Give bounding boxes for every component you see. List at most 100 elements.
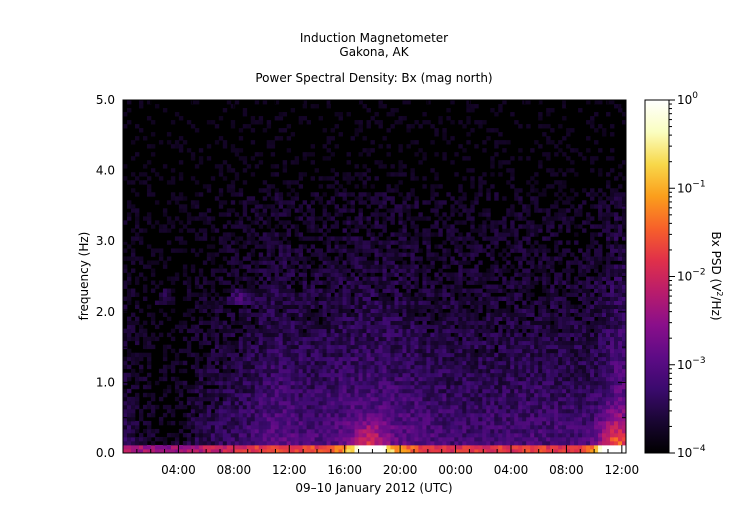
spectrogram-cell [398,356,403,362]
spectrogram-cell [406,316,411,322]
spectrogram-cell [282,212,288,217]
spectrogram-cell [490,368,495,374]
spectrogram-cell [342,292,347,297]
spectrogram-cell [238,360,244,366]
spectrogram-cell [302,172,308,177]
spectrogram-cell [190,436,196,442]
spectrogram-cell [290,180,296,185]
spectrogram-cell [226,340,232,346]
spectrogram-cell [190,268,196,273]
spectrogram-cell [250,356,256,362]
spectrogram-cell [298,432,304,438]
spectrogram-cell [318,216,323,221]
spectrogram-cell [218,352,224,358]
spectrogram-cell [282,412,288,418]
spectrogram-cell [426,344,431,350]
spectrogram-cell [326,324,331,330]
spectrogram-cell [298,208,304,213]
spectrogram-cell [390,428,395,434]
spectrogram-cell [470,404,475,410]
spectrogram-cell [494,128,499,133]
spectrogram-cell [398,432,403,438]
spectrogram-cell [214,292,220,297]
spectrogram-cell [326,448,331,454]
spectrogram-cell [190,228,196,233]
spectrogram-cell [230,320,236,326]
spectrogram-cell [314,340,320,346]
spectrogram-cell [338,312,343,318]
spectrogram-cell [202,184,208,189]
spectrogram-cell [342,228,347,233]
spectrogram-cell [450,232,455,237]
spectrogram-cell [314,348,320,354]
spectrogram-cell [330,264,335,269]
spectrogram-cell [466,412,471,418]
spectrogram-cell [406,144,411,149]
spectrogram-cell [282,332,288,338]
spectrogram-cell [354,240,359,245]
spectrogram-cell [282,128,288,133]
spectrogram-cell [262,416,268,422]
spectrogram-cell [230,180,236,185]
spectrogram-cell [382,224,387,229]
spectrogram-cell [186,228,192,233]
spectrogram-cell [246,388,252,394]
spectrogram-cell [222,200,228,205]
spectrogram-cell [314,228,320,233]
spectrogram-cell [286,208,292,213]
spectrogram-cell [178,324,184,330]
spectrogram-cell [258,392,264,398]
spectrogram-cell [358,100,363,105]
spectrogram-cell [234,436,240,442]
spectrogram-cell [418,364,423,370]
spectrogram-cell [162,356,168,362]
spectrogram-cell [462,448,467,454]
spectrogram-cell [222,324,228,330]
spectrogram-cell [390,328,395,334]
spectrogram-cell [362,392,367,398]
spectrogram-cell [123,404,128,410]
spectrogram-cell [422,284,427,289]
spectrogram-cell [442,360,447,366]
spectrogram-cell [486,252,491,257]
spectrogram-cell [398,308,403,313]
spectrogram-cell [426,252,431,257]
spectrogram-cell [254,204,260,209]
spectrogram-cell [286,388,292,394]
spectrogram-cell [350,252,355,257]
spectrogram-cell [282,368,288,374]
spectrogram-cell [482,392,487,398]
spectrogram-cell [418,404,423,410]
spectrogram-cell [470,184,475,189]
spectrogram-cell [230,448,236,454]
spectrogram-cell [210,280,216,285]
spectrogram-cell [398,368,403,374]
spectrogram-cell [234,388,240,394]
spectrogram-cell [430,192,435,197]
spectrogram-cell [274,172,280,177]
spectrogram-cell [302,316,308,322]
spectrogram-cell [490,364,495,370]
spectrogram-cell [230,184,236,189]
spectrogram-cell [446,396,451,402]
spectrogram-cell [462,300,467,305]
spectrogram-cell [294,296,300,301]
spectrogram-cell [198,308,204,313]
spectrogram-cell [358,196,363,201]
spectrogram-cell [474,356,479,362]
spectrogram-cell [478,224,483,229]
spectrogram-cell [278,284,284,289]
spectrogram-cell [398,404,403,410]
spectrogram-cell [470,332,475,338]
spectrogram-cell [498,348,503,354]
spectrogram-cell [186,352,192,358]
spectrogram-cell [278,232,284,237]
spectrogram-cell [350,432,355,438]
spectrogram-cell [310,372,316,378]
spectrogram-cell [174,352,180,358]
spectrogram-cell [442,252,447,257]
spectrogram-cell [290,280,296,285]
spectrogram-cell [234,384,240,390]
spectrogram-cell [246,232,252,237]
spectrogram-cell [478,432,483,438]
